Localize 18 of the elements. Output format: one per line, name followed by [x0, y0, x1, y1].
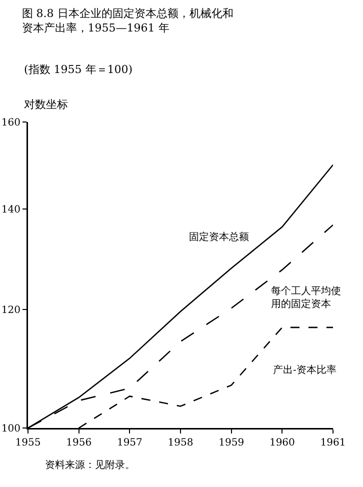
x-tick-label: 1959 [218, 438, 244, 448]
series-label: 每个工人平均使用的固定资本 [271, 285, 341, 310]
x-tick-label: 1955 [15, 438, 41, 448]
x-tick-label: 1961 [320, 438, 346, 448]
y-tick-label: 100 [1, 424, 20, 434]
x-tick-label: 1956 [66, 438, 92, 448]
y-tick-label: 140 [1, 204, 20, 216]
x-tick-label: 1957 [116, 438, 142, 448]
x-tick-label: 1960 [269, 438, 295, 448]
chart-subtitle: (指数 1955 年＝100) [24, 63, 133, 76]
y-tick-label: 120 [1, 304, 20, 316]
text: 资料来源：见附录。 [45, 459, 135, 471]
y-tick-label: 160 [1, 118, 20, 128]
series-label: 产出-资本比率 [273, 364, 336, 376]
y-axis-title: 对数坐标 [24, 98, 68, 111]
chart-title: 图 8.8 日本企业的固定资本总额，机械化和资本产出率，1955—1961 年 [22, 7, 234, 34]
x-tick-label: 1958 [168, 438, 194, 448]
series-label: 固定资本总额 [189, 231, 249, 243]
